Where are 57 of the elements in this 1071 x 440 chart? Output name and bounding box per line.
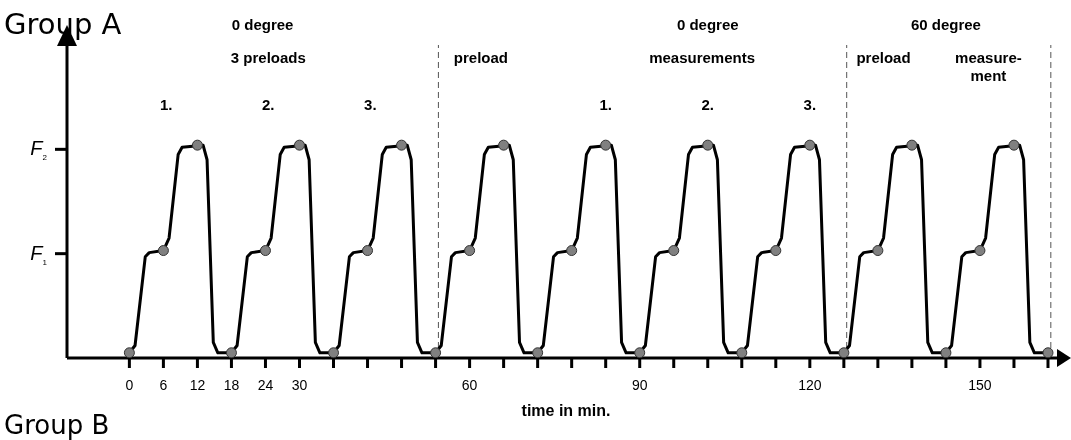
x-tick-label: 0	[125, 377, 134, 393]
annotation: measurements	[649, 49, 756, 66]
point	[191, 139, 203, 151]
x-tick-label: 150	[968, 377, 992, 393]
x-tick-label: 24	[257, 377, 274, 393]
text: 60 degree	[910, 16, 981, 33]
point	[974, 245, 986, 257]
point	[532, 347, 544, 358]
x-tick-label: 90	[631, 377, 648, 393]
point	[293, 139, 305, 151]
y-tick-label: F$_{1}$	[30, 241, 48, 267]
point	[736, 347, 748, 358]
text: Group B	[4, 410, 110, 440]
point	[668, 245, 680, 257]
point	[940, 347, 952, 358]
point	[1042, 347, 1054, 358]
point	[464, 245, 476, 257]
annotation: 1.	[599, 96, 612, 113]
y-tick-label: F$_{2}$	[30, 137, 48, 162]
chart-title: Group A	[4, 7, 122, 41]
annotation: preload	[453, 49, 509, 66]
point	[600, 139, 612, 151]
annotation: 3 preloads	[230, 49, 306, 66]
annotation: 1.	[159, 96, 173, 113]
annotation: preload	[856, 49, 911, 66]
point	[702, 139, 714, 151]
point	[157, 245, 169, 257]
annotation: 2.	[701, 96, 715, 113]
point	[804, 139, 816, 151]
x-tick-label: 30	[291, 377, 308, 393]
x-tick-label: 18	[223, 377, 240, 393]
point	[566, 245, 578, 257]
point	[123, 347, 135, 358]
x-tick-label: 6	[159, 377, 168, 393]
x-tick-label: 120	[798, 377, 822, 393]
point	[906, 139, 918, 151]
annotation: 3.	[803, 96, 817, 113]
point	[396, 139, 408, 151]
text: 0 degree	[676, 16, 739, 33]
annotation: 2.	[262, 96, 275, 113]
annotation: 3.	[364, 96, 377, 113]
point	[259, 245, 271, 257]
x-axis-title: time in min.	[521, 402, 611, 419]
point	[430, 347, 442, 358]
point	[872, 245, 884, 257]
point	[1008, 139, 1020, 151]
point	[498, 139, 510, 151]
x-tick-label: 60	[461, 377, 478, 393]
annotation: measure- ment	[955, 49, 1022, 84]
point	[362, 245, 374, 257]
point	[225, 347, 237, 358]
point	[328, 347, 340, 358]
text: 0 degree	[231, 16, 294, 33]
point	[634, 347, 646, 358]
point	[770, 245, 782, 257]
point	[838, 347, 850, 358]
x-tick-label: 12	[189, 377, 206, 393]
